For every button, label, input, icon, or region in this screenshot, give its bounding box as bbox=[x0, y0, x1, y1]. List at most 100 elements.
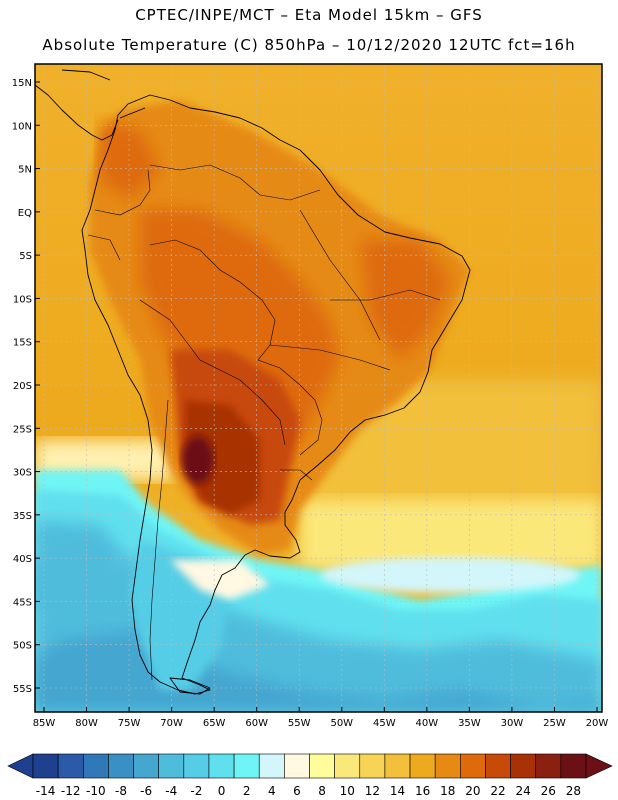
lon-label: 75W bbox=[118, 718, 141, 729]
colorbar-tick-label: -2 bbox=[190, 784, 202, 798]
lon-label: 40W bbox=[416, 718, 439, 729]
colorbar-swatch bbox=[409, 753, 436, 779]
lat-label: 5N bbox=[18, 165, 32, 176]
colorbar-swatch bbox=[133, 753, 159, 779]
colorbar-min-arrow bbox=[7, 753, 34, 779]
title-line-2: Absolute Temperature (C) 850hPa – 10/12/… bbox=[42, 36, 576, 54]
colorbar-tick-label: 0 bbox=[218, 784, 226, 798]
lon-label: 30W bbox=[501, 718, 524, 729]
lon-label: 35W bbox=[458, 718, 481, 729]
lat-label: 15S bbox=[13, 338, 32, 349]
colorbar-swatch bbox=[485, 753, 511, 779]
country-borders bbox=[87, 164, 441, 681]
colorbar-max-arrow bbox=[585, 753, 613, 779]
colorbar-swatch bbox=[82, 753, 109, 779]
lon-label: 25W bbox=[543, 718, 566, 729]
longitude-labels: 85W 80W 75W 70W 65W 60W 55W 50W 45W 40W 35W 30W 25W 2… bbox=[33, 707, 609, 729]
lat-label: 20S bbox=[13, 381, 32, 392]
brazil-states-1 bbox=[299, 209, 381, 341]
colorbar-tick-label: 14 bbox=[390, 784, 405, 798]
colorbar-tick-label: 12 bbox=[365, 784, 380, 798]
venezuela-border bbox=[149, 164, 321, 201]
colorbar-swatch bbox=[384, 753, 411, 779]
latitude-labels: 15N 10N 5N EQ 5S 10S 15S 20S 25S 30S 35S 40S 45S 50S 5… bbox=[12, 78, 40, 695]
map-frame bbox=[34, 63, 603, 713]
colorbar-swatch bbox=[309, 753, 335, 779]
temperature-field bbox=[35, 64, 602, 712]
lon-label: 50W bbox=[330, 718, 353, 729]
field-land-26 bbox=[185, 400, 260, 515]
colorbar-tick-label: 24 bbox=[516, 784, 531, 798]
argentina-chile-border bbox=[149, 399, 169, 681]
colorbar-swatch bbox=[359, 753, 386, 779]
colorbar-swatch bbox=[158, 753, 185, 779]
colorbar-tick-label: 4 bbox=[268, 784, 276, 798]
colorbar-swatch bbox=[434, 753, 461, 779]
peru-bolivia-border bbox=[139, 299, 241, 381]
south-america-coast bbox=[81, 94, 471, 695]
colorbar-swatch bbox=[535, 753, 562, 779]
colorbar-tick-label: 2 bbox=[243, 784, 251, 798]
colorbar-tick-label: 10 bbox=[340, 784, 355, 798]
colorbar-tick-label: 16 bbox=[415, 784, 430, 798]
lon-label: 85W bbox=[33, 718, 56, 729]
colorbar-tick-labels: -14 -12 -10 -8 -6 -4 -2 0 2 4 6 8 10 12 14 16 18 20 22 24 26… bbox=[36, 784, 581, 798]
colorbar-tick-label: -8 bbox=[115, 784, 127, 798]
lat-label: 15N bbox=[12, 78, 32, 89]
ecuador-border bbox=[87, 234, 121, 261]
colorbar-tick-label: 6 bbox=[293, 784, 301, 798]
lat-label: 50S bbox=[13, 641, 32, 652]
colorbar-tick-label: -4 bbox=[165, 784, 177, 798]
colorbar-tick-label: 18 bbox=[440, 784, 455, 798]
lat-label: 30S bbox=[13, 468, 32, 479]
colorbar-swatch bbox=[510, 753, 537, 779]
title-line-1: CPTEC/INPE/MCT – Eta Model 15km – GFS bbox=[135, 6, 483, 24]
colorbar-tick-label: 28 bbox=[566, 784, 581, 798]
colorbar-swatch bbox=[32, 753, 59, 779]
lat-label: 35S bbox=[13, 511, 32, 522]
coastlines bbox=[35, 69, 471, 695]
lon-label: 65W bbox=[203, 718, 226, 729]
field-max-core bbox=[182, 436, 214, 484]
colorbar-swatch bbox=[57, 753, 84, 779]
lat-label: 55S bbox=[13, 684, 32, 695]
lon-label: 20W bbox=[586, 718, 609, 729]
lat-label: 45S bbox=[13, 597, 32, 608]
lat-label: 10N bbox=[12, 121, 32, 132]
lon-label: 70W bbox=[160, 718, 183, 729]
colorbar-tick-label: 20 bbox=[465, 784, 480, 798]
uruguay-border bbox=[280, 469, 313, 481]
colorbar-swatch bbox=[258, 753, 285, 779]
colorbar-swatch bbox=[334, 753, 361, 779]
colorbar-swatch bbox=[284, 753, 310, 779]
paraguay-border bbox=[239, 379, 286, 446]
brazil-states-3 bbox=[269, 344, 391, 371]
graticule bbox=[35, 64, 602, 712]
colombia-border bbox=[94, 169, 151, 216]
colorbar-tick-label: -10 bbox=[86, 784, 106, 798]
tierra-del-fuego bbox=[169, 677, 211, 695]
lon-label: 80W bbox=[75, 718, 98, 729]
colorbar-swatch bbox=[108, 753, 134, 779]
lat-label: 10S bbox=[13, 294, 32, 305]
colorbar-swatch bbox=[233, 753, 260, 779]
colorbar-tick-label: 26 bbox=[541, 784, 556, 798]
field-north-warm bbox=[100, 120, 160, 200]
caribbean-coast bbox=[119, 107, 146, 119]
central-america bbox=[35, 84, 119, 141]
field-pacific-cold bbox=[35, 520, 130, 610]
lon-label: 55W bbox=[288, 718, 311, 729]
field-pale-band bbox=[320, 557, 580, 593]
lon-label: 60W bbox=[245, 718, 268, 729]
colorbar-tick-label: -6 bbox=[140, 784, 152, 798]
lat-label: 5S bbox=[19, 251, 32, 262]
colorbar-tick-label: -14 bbox=[36, 784, 56, 798]
lat-label: 25S bbox=[13, 424, 32, 435]
brazil-states-2 bbox=[330, 289, 441, 301]
colorbar-tick-label: -12 bbox=[61, 784, 81, 798]
lat-label: 40S bbox=[13, 554, 32, 565]
islands-cuba bbox=[61, 69, 111, 81]
field-northeast-22 bbox=[360, 240, 450, 360]
colorbar-swatch bbox=[460, 753, 486, 779]
